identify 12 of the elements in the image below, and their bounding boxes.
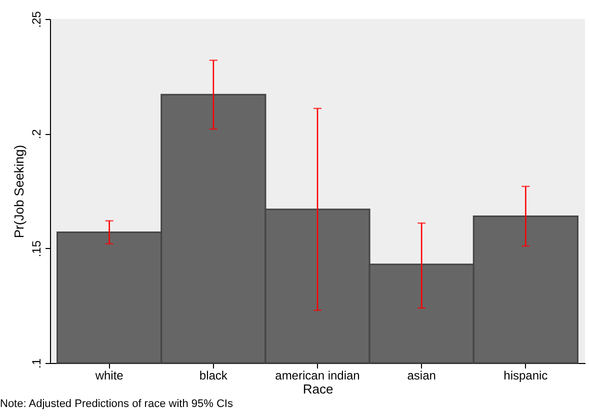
y-tick-label: .25 bbox=[30, 10, 44, 28]
x-tick-label: black bbox=[199, 368, 228, 382]
x-tick-label: asian bbox=[407, 368, 436, 382]
y-axis-title: Pr(Job Seeking) bbox=[12, 144, 26, 238]
x-tick-label: hispanic bbox=[504, 368, 548, 382]
y-tick-label: .2 bbox=[30, 128, 44, 140]
x-tick-label: white bbox=[94, 368, 124, 382]
x-tick-label: american indian bbox=[275, 368, 360, 382]
y-tick-label: .1 bbox=[30, 358, 44, 369]
x-axis-title: Race bbox=[302, 382, 334, 396]
text: Note: Adjusted Predictions of race with 95% CIs bbox=[0, 398, 234, 410]
y-tick-label: .15 bbox=[30, 240, 44, 258]
